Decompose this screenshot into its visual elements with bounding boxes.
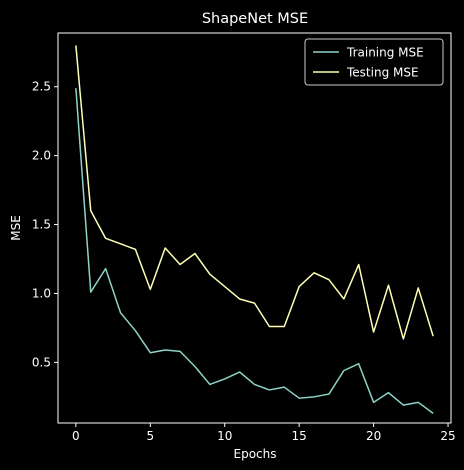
x-tick-label-1: 5 [146, 429, 154, 443]
x-tick-label-3: 15 [292, 429, 307, 443]
plot-area [75, 45, 434, 414]
axis-ticks: 0 5 10 15 20 25 0.5 1.0 1.5 2.0 2.5 [32, 80, 456, 443]
series-line-0 [75, 88, 434, 414]
y-tick-label-1: 1.0 [32, 286, 51, 300]
series-line-1 [75, 45, 434, 340]
y-tick-label-0: 0.5 [32, 355, 51, 369]
x-tick-label-0: 0 [72, 429, 80, 443]
legend-box [304, 38, 444, 86]
y-tick-label-4: 2.5 [32, 80, 51, 94]
legend-label-1: Testing MSE [346, 66, 419, 80]
x-tick-label-2: 10 [217, 429, 232, 443]
legend: Training MSE Testing MSE [304, 38, 444, 86]
y-tick-label-2: 1.5 [32, 218, 51, 232]
x-axis-label: Epochs [234, 447, 277, 461]
x-tick-label-4: 20 [366, 429, 381, 443]
chart-title: ShapeNet MSE [202, 11, 308, 27]
plot-frame [57, 32, 452, 424]
x-tick-label-5: 25 [440, 429, 455, 443]
y-axis-label: MSE [9, 215, 23, 241]
legend-label-0: Training MSE [346, 46, 424, 60]
y-tick-label-3: 2.0 [32, 149, 51, 163]
